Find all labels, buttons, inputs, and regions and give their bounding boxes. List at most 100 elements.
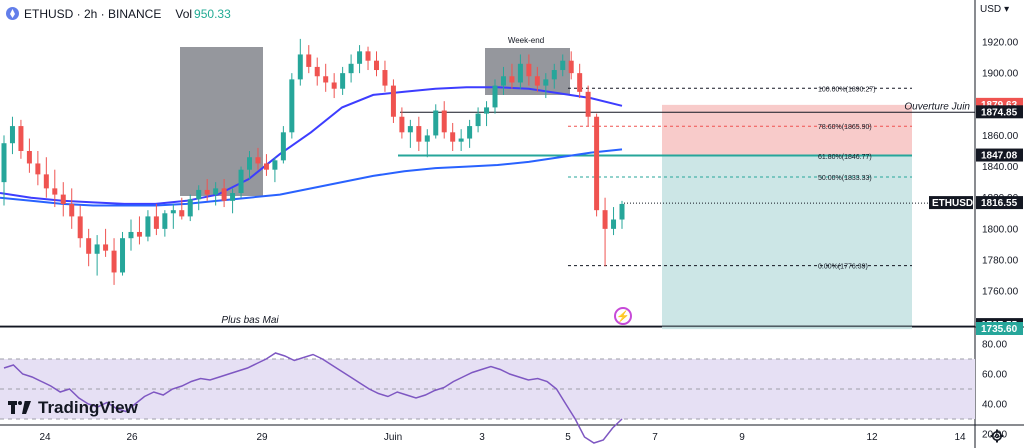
- time-tick-label: 29: [256, 432, 268, 443]
- fib-level-label: 100.00%(1890.27): [818, 86, 876, 93]
- candle-body: [18, 126, 24, 151]
- rsi-tick-label: 60.00: [982, 370, 1007, 381]
- candle-body: [43, 174, 49, 189]
- shaded-region: [180, 47, 263, 196]
- candle-body: [272, 160, 278, 170]
- price-tick-label: 1840.00: [982, 162, 1019, 173]
- candle-body: [433, 110, 439, 136]
- price-label-text: 1816.55: [981, 198, 1018, 209]
- candle-body: [213, 188, 219, 195]
- candle-body: [306, 54, 312, 67]
- candle-body: [399, 116, 405, 133]
- candle-body: [103, 244, 109, 251]
- candle-body: [263, 163, 269, 170]
- candle-body: [594, 116, 600, 211]
- rsi-tick-label: 40.00: [982, 400, 1007, 411]
- candle-body: [255, 157, 261, 164]
- symbol-tag-badge: [929, 196, 973, 210]
- time-tick-label: 14: [954, 432, 966, 443]
- candle-body: [492, 85, 498, 108]
- logo-text: TradingView: [38, 398, 138, 417]
- candle-body: [187, 199, 193, 217]
- currency-label: USD: [980, 4, 1002, 15]
- time-tick-label: 9: [739, 432, 745, 443]
- take-profit-zone: [662, 155, 912, 330]
- time-tick-label: 3: [479, 432, 485, 443]
- candle-body: [230, 193, 236, 201]
- candle-body: [424, 135, 430, 142]
- gear-icon[interactable]: [990, 429, 1004, 443]
- time-tick-label: 7: [652, 432, 658, 443]
- price-label-badge: [976, 196, 1023, 210]
- price-label-text: 1735.60: [981, 324, 1018, 335]
- candle-body: [86, 238, 92, 254]
- candle-body: [247, 157, 253, 170]
- candle-body: [602, 210, 608, 229]
- candle-body: [390, 85, 396, 117]
- candle-body: [35, 163, 41, 175]
- candle-body: [111, 250, 117, 273]
- symbol-tag-text: ETHUSD: [932, 198, 973, 209]
- rsi-tick-label: 80.00: [982, 340, 1007, 351]
- price-label-text: 1847.08: [981, 151, 1018, 162]
- chevron-down-icon: ▾: [1004, 4, 1010, 15]
- time-tick-label: 26: [126, 432, 138, 443]
- candle-body: [551, 70, 557, 80]
- plus-bas-mai-label: Plus bas Mai: [221, 315, 279, 326]
- candle-body: [120, 238, 126, 273]
- candle-body: [365, 51, 371, 61]
- candle-body: [534, 76, 540, 86]
- rsi-line: [3, 352, 623, 444]
- time-tick-label: 5: [565, 432, 571, 443]
- candle-body: [407, 126, 413, 133]
- price-label-text: 1874.85: [981, 107, 1018, 118]
- tradingview-mark-icon: [8, 401, 32, 415]
- candle-body: [416, 126, 422, 142]
- rsi-tick-label: 20.00: [982, 430, 1007, 441]
- annotation-week-end: Week-end: [508, 36, 544, 45]
- candle-body: [619, 203, 625, 220]
- candle-body: [475, 113, 481, 127]
- fib-level-label: 50.00%(1833.33): [818, 175, 872, 182]
- candle-body: [526, 63, 532, 77]
- time-tick-label: 24: [39, 432, 51, 443]
- candle-body: [373, 60, 379, 71]
- candle-body: [204, 189, 210, 195]
- candle-body: [348, 63, 354, 74]
- price-label-badge: [976, 105, 1023, 119]
- price-tick-label: 1860.00: [982, 131, 1019, 142]
- fib-level-label: 0.00%(1776.39): [818, 264, 868, 271]
- time-tick-label: Juin: [384, 432, 402, 443]
- price-tick-label: 1800.00: [982, 224, 1019, 235]
- candle-body: [585, 91, 591, 117]
- candle-body: [52, 188, 58, 195]
- candle-body: [560, 60, 566, 71]
- lightning-event-icon[interactable]: ⚡: [614, 307, 632, 325]
- candle-body: [331, 82, 337, 89]
- candle-body: [543, 79, 549, 86]
- tradingview-logo[interactable]: TradingView: [8, 398, 138, 418]
- candle-body: [196, 189, 202, 200]
- candle-body: [26, 151, 32, 164]
- symbol-title[interactable]: ETHUSD · 2h · BINANCE: [24, 7, 162, 21]
- candle-body: [297, 54, 303, 80]
- fib-level-label: 61.80%(1846.77): [818, 154, 872, 161]
- ethereum-coin-icon: [6, 7, 19, 20]
- candle-body: [382, 70, 388, 86]
- candle-body: [128, 231, 134, 239]
- ouverture-juin-label: Ouverture Juin: [904, 101, 970, 112]
- candle-body: [77, 216, 83, 239]
- currency-selector[interactable]: USD ▾: [980, 4, 1009, 15]
- fib-level-label: 78.60%(1865.90): [818, 124, 872, 131]
- candle-body: [323, 76, 329, 83]
- volume-value: 950.33: [194, 7, 231, 21]
- candle-body: [611, 219, 617, 229]
- price-tick-label: 1920.00: [982, 38, 1019, 49]
- candle-body: [136, 231, 142, 237]
- candle-body: [340, 73, 346, 89]
- candle-body: [238, 169, 244, 194]
- candle-body: [179, 210, 185, 217]
- price-label-badge: [976, 148, 1023, 162]
